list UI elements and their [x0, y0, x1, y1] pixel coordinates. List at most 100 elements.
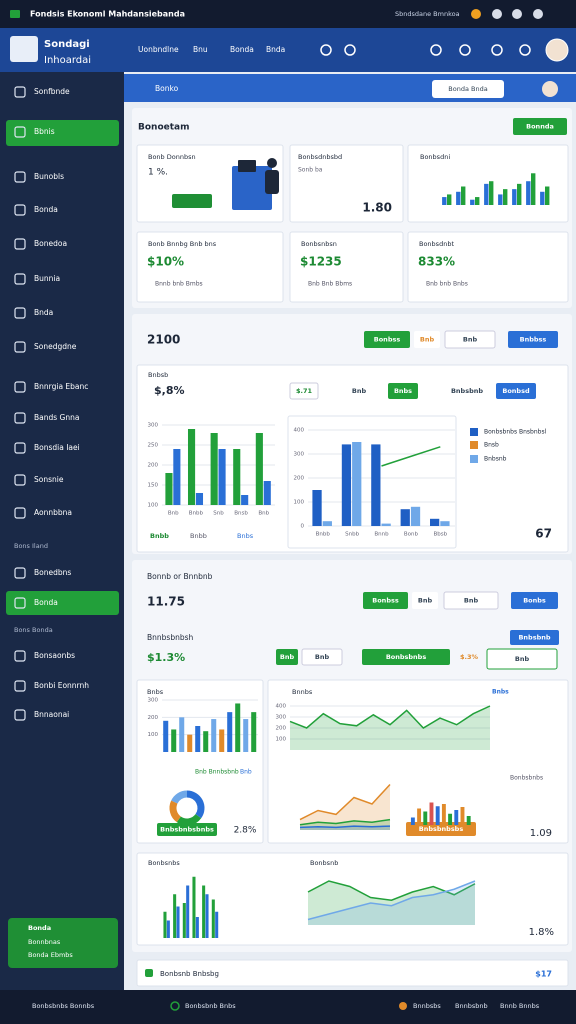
bar — [498, 194, 503, 205]
avatar[interactable] — [542, 81, 558, 97]
label[interactable]: Bonedoa — [34, 239, 67, 248]
label[interactable]: Aonnbbna — [34, 508, 72, 517]
label[interactable]: Bnbs — [394, 387, 412, 395]
label[interactable]: Bnb — [515, 655, 530, 663]
button[interactable] — [440, 383, 494, 399]
label[interactable]: Bonda — [230, 45, 254, 54]
label[interactable]: Bnb — [420, 336, 435, 344]
icon[interactable] — [459, 44, 471, 56]
label[interactable]: Bonda — [34, 205, 58, 214]
label[interactable]: Bonbsbnbs — [386, 653, 427, 661]
label[interactable]: Uonbndlne — [138, 45, 179, 54]
label[interactable]: $.71 — [296, 387, 313, 395]
button[interactable] — [486, 648, 558, 670]
button[interactable] — [412, 592, 438, 609]
button[interactable] — [388, 383, 418, 399]
nav-icon — [14, 474, 26, 486]
label[interactable]: Bonbss — [372, 597, 399, 605]
label[interactable]: Bonbsd — [502, 387, 530, 395]
icon[interactable] — [512, 9, 522, 19]
label[interactable]: Bnu — [193, 45, 208, 54]
label[interactable]: Bnbsbnbsbnbs — [160, 826, 214, 834]
label[interactable]: Bunobls — [34, 172, 64, 181]
button[interactable] — [414, 331, 440, 348]
icon[interactable] — [491, 44, 503, 56]
label[interactable]: Bnnrgia Ebanc — [34, 382, 88, 391]
label[interactable]: Bonbss — [374, 336, 401, 344]
button[interactable] — [362, 649, 450, 665]
nav-icon — [14, 709, 26, 721]
label[interactable]: Bonbsbnb Bnbs — [185, 1002, 236, 1010]
button[interactable] — [301, 648, 343, 666]
button[interactable] — [157, 823, 217, 836]
label[interactable]: Bonnda — [526, 123, 554, 131]
sidebar-card — [8, 918, 118, 968]
nav-icon — [14, 567, 26, 579]
button[interactable] — [443, 591, 499, 610]
label[interactable]: Bonsdia Iaei — [34, 443, 80, 452]
label[interactable]: Sonfbnde — [34, 87, 70, 96]
icon[interactable] — [344, 44, 356, 56]
label[interactable]: Bnbbss — [520, 336, 547, 344]
label[interactable]: Sonsnie — [34, 475, 64, 484]
icon[interactable] — [492, 9, 502, 19]
illustration — [232, 166, 272, 210]
button[interactable] — [444, 330, 496, 349]
button[interactable] — [363, 592, 408, 609]
label[interactable]: Bnbsbnb — [451, 387, 483, 395]
button[interactable] — [511, 592, 558, 609]
label[interactable]: Bnb — [463, 336, 478, 344]
icon[interactable] — [430, 44, 442, 56]
y-tick-label: 200 — [148, 463, 159, 469]
label[interactable]: Bnda — [34, 308, 53, 317]
button[interactable] — [508, 331, 558, 348]
bar — [322, 521, 332, 526]
avatar[interactable] — [545, 38, 569, 62]
label[interactable]: Bbnis — [34, 127, 55, 136]
button[interactable] — [406, 822, 476, 836]
label: 1.80 — [362, 201, 392, 215]
label[interactable]: Sonedgdne — [34, 342, 77, 351]
button[interactable] — [289, 382, 319, 400]
label[interactable]: $.3% — [460, 653, 479, 661]
icon[interactable] — [533, 9, 543, 19]
label[interactable]: Bonbsbnbs Bonnbs — [32, 1002, 95, 1010]
bar — [417, 808, 422, 825]
button[interactable] — [364, 331, 410, 348]
label[interactable]: Bonedbns — [34, 568, 71, 577]
label[interactable]: Bonbs — [523, 597, 546, 605]
label[interactable]: Bonsaonbs — [34, 651, 75, 660]
label[interactable]: Bonbi Eonnrnh — [34, 681, 89, 690]
label[interactable]: Bnb — [418, 597, 433, 605]
icon[interactable] — [471, 9, 481, 19]
label: Bonbsdnbt — [419, 240, 454, 248]
label[interactable]: Bnbsbnb — [518, 634, 550, 642]
label[interactable]: Bunnia — [34, 274, 60, 283]
label[interactable]: Bands Gnna — [34, 413, 79, 422]
button[interactable] — [455, 649, 483, 665]
bar — [531, 173, 536, 205]
label[interactable]: Bnnaonai — [34, 710, 69, 719]
label[interactable]: Bnbsbnbsbs — [419, 825, 464, 833]
label[interactable]: Bnb — [280, 653, 295, 661]
label[interactable]: Bnb — [315, 653, 330, 661]
label[interactable]: Bonda Bnda — [448, 85, 487, 93]
bar — [341, 444, 352, 526]
label[interactable]: Bnda — [266, 45, 285, 54]
button[interactable] — [513, 118, 567, 135]
button[interactable] — [510, 630, 559, 645]
button[interactable] — [496, 383, 536, 399]
label[interactable]: Bnnbsbs — [413, 1002, 441, 1010]
button[interactable] — [344, 383, 374, 399]
icon[interactable] — [320, 44, 332, 56]
label[interactable]: Bonda — [34, 598, 58, 607]
y-tick-label: 300 — [148, 423, 159, 429]
label[interactable]: Bnb — [464, 597, 479, 605]
button[interactable] — [276, 649, 298, 665]
label[interactable]: Bnnb Bnnbs — [500, 1002, 540, 1010]
label[interactable]: Bnnbsbnb — [455, 1002, 488, 1010]
icon[interactable] — [519, 44, 531, 56]
label[interactable]: Bonko — [155, 84, 179, 93]
label[interactable]: Bnb — [352, 387, 367, 395]
y-tick-label: 300 — [276, 715, 287, 721]
